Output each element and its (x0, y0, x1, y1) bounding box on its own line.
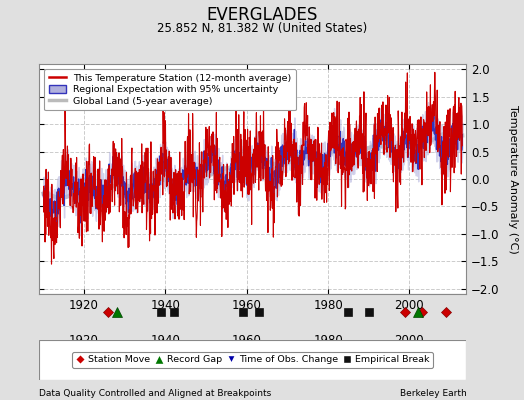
Text: 2000: 2000 (395, 334, 424, 347)
Text: 25.852 N, 81.382 W (United States): 25.852 N, 81.382 W (United States) (157, 22, 367, 35)
Legend: This Temperature Station (12-month average), Regional Expectation with 95% uncer: This Temperature Station (12-month avera… (44, 69, 296, 110)
Text: 1920: 1920 (69, 334, 99, 347)
Text: 1940: 1940 (150, 334, 180, 347)
Legend: Station Move, Record Gap, Time of Obs. Change, Empirical Break: Station Move, Record Gap, Time of Obs. C… (72, 352, 433, 368)
Text: Data Quality Controlled and Aligned at Breakpoints: Data Quality Controlled and Aligned at B… (39, 389, 271, 398)
FancyBboxPatch shape (39, 340, 466, 380)
Text: 1960: 1960 (232, 334, 261, 347)
Text: Berkeley Earth: Berkeley Earth (400, 389, 466, 398)
Text: EVERGLADES: EVERGLADES (206, 6, 318, 24)
Y-axis label: Temperature Anomaly (°C): Temperature Anomaly (°C) (508, 105, 518, 253)
Text: 1980: 1980 (313, 334, 343, 347)
